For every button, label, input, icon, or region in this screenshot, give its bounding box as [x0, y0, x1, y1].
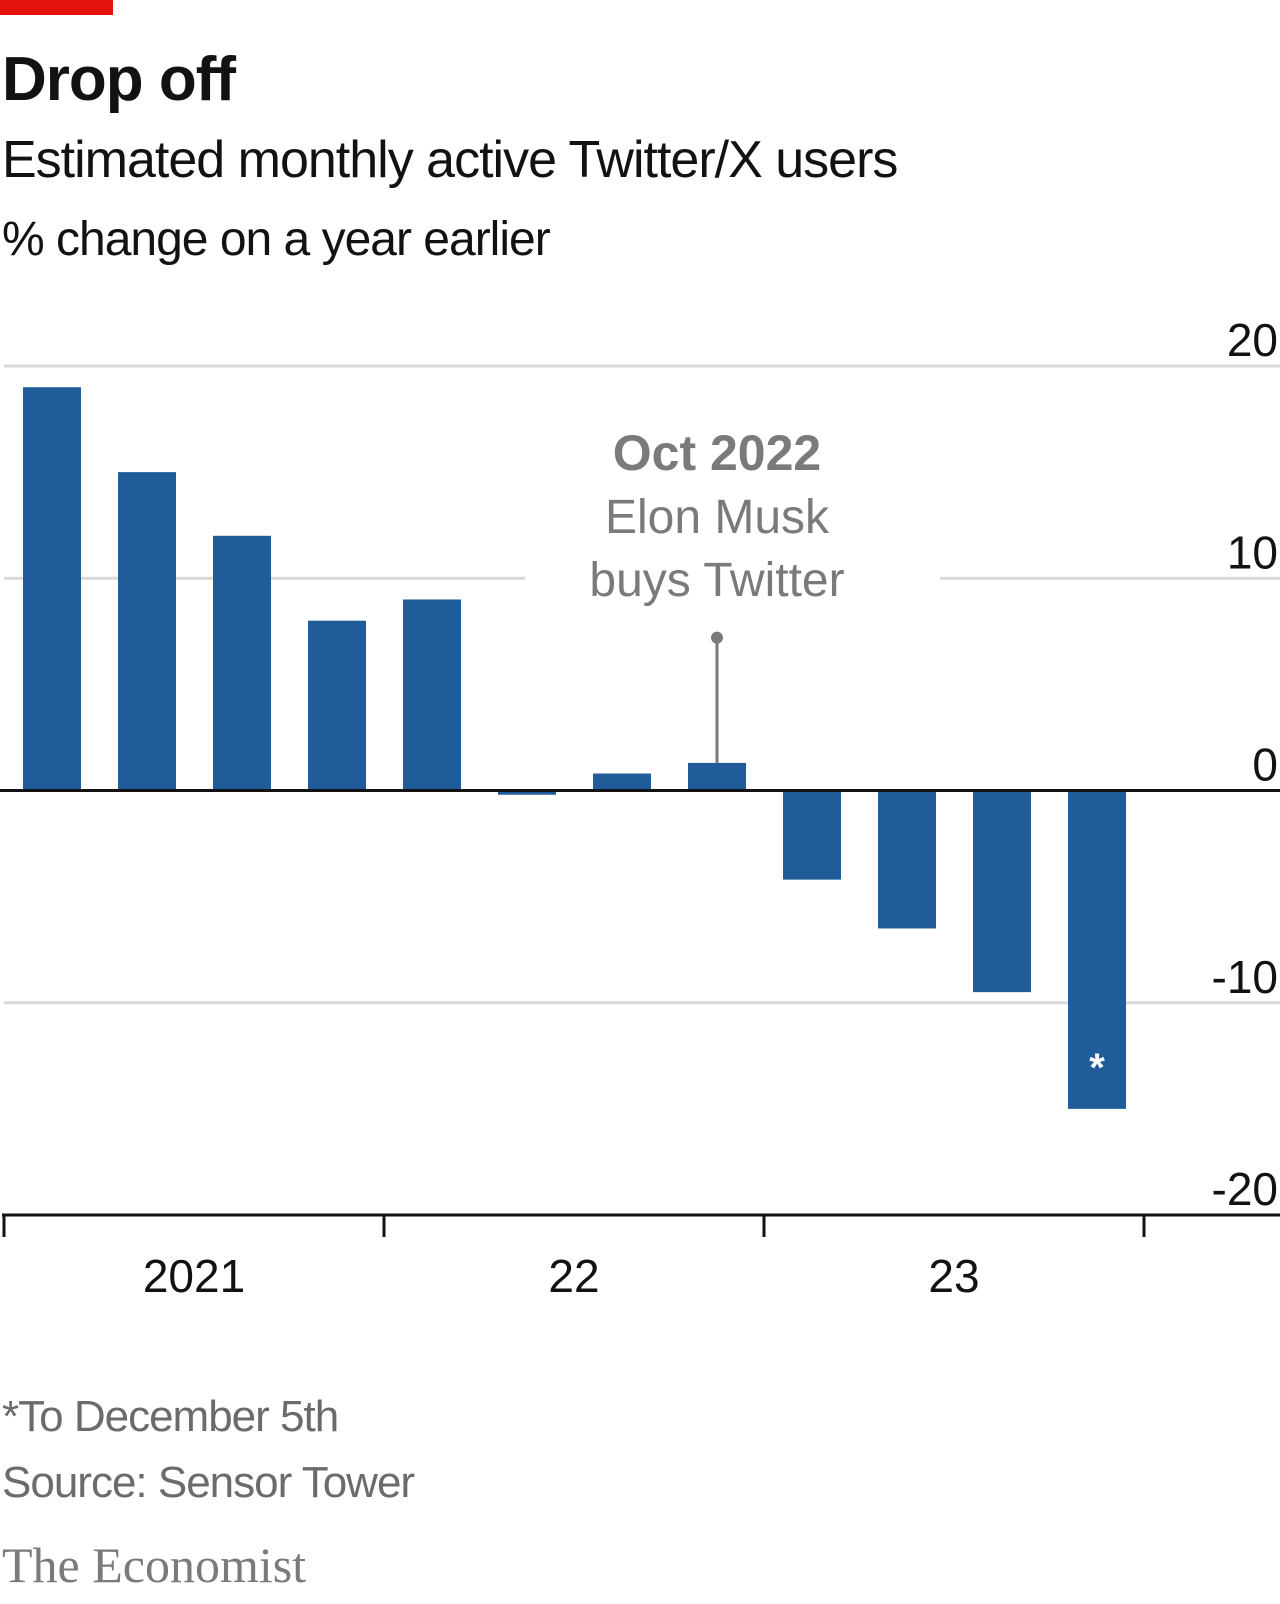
bar-2022-q3 [593, 773, 651, 791]
bar-2022-q4 [688, 762, 746, 791]
chart-unit-label: % change on a year earlier [2, 213, 551, 266]
y-tick-label: 0 [1252, 739, 1278, 791]
bar-2021-q2 [118, 472, 176, 791]
bar-marker-asterisk: * [1089, 1046, 1105, 1090]
publisher-logo: The Economist [2, 1537, 307, 1593]
bar-2021-q1 [23, 387, 81, 791]
chart-title: Drop off [2, 45, 236, 114]
bar-2023-q3 [973, 790, 1031, 993]
y-tick-label: 20 [1227, 314, 1278, 366]
source-note: Source: Sensor Tower [2, 1458, 415, 1507]
annotation-backdrop [525, 420, 940, 610]
accent-tag [0, 0, 113, 15]
y-tick-label: -10 [1212, 951, 1278, 1003]
annotation-text-line: Elon Musk [605, 491, 830, 544]
x-year-label: 23 [928, 1250, 979, 1302]
chart-subtitle: Estimated monthly active Twitter/X users [2, 131, 898, 189]
y-tick-label: 10 [1227, 526, 1278, 578]
footnote: *To December 5th [2, 1392, 339, 1441]
bar-2023-q4 [1068, 790, 1126, 1109]
annotation-title: Oct 2022 [613, 425, 821, 481]
x-year-label: 2021 [143, 1250, 245, 1302]
bar-chart: 20 10 0 -10 -20 * 2021 22 23 Oct 2022 Elon Musk buy… [0, 314, 1280, 1302]
annotation-text-line: buys Twitter [589, 554, 844, 607]
bar-2023-q2 [878, 790, 936, 929]
bar-2022-q1 [403, 599, 461, 791]
annotation-dot [711, 631, 723, 644]
bar-2021-q3 [213, 535, 271, 791]
x-year-label: 22 [548, 1250, 599, 1302]
bar-2022-q2 [498, 790, 556, 795]
bar-2021-q4 [308, 620, 366, 791]
bar-2023-q1 [783, 790, 841, 880]
y-tick-label: -20 [1212, 1163, 1278, 1215]
